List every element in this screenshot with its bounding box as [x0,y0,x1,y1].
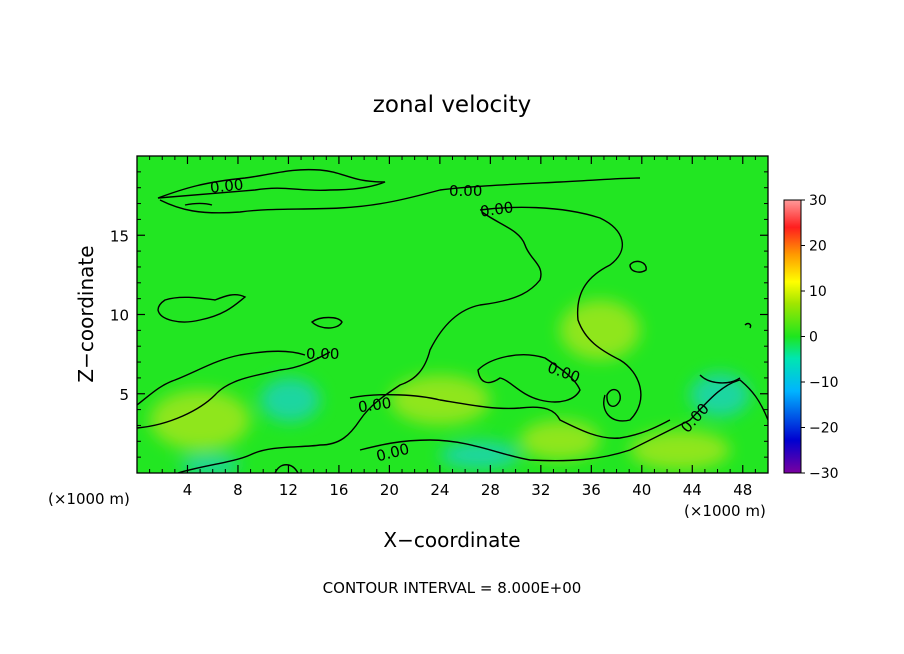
contour-label: 0.00 [306,345,339,363]
contour-line [137,351,331,429]
positive-patch [560,300,640,360]
contour-label: 0.00 [209,175,244,196]
x-tick-label: 12 [279,481,298,499]
x-tick-label: 8 [233,481,243,499]
x-tick-label: 32 [531,481,550,499]
y-axis-ticks: 5 10 15 [110,171,768,458]
colorbar-tick-label: −30 [809,466,839,482]
contour-line [184,202,213,206]
chart-title: zonal velocity [373,92,531,118]
colorbar-tick-label: 10 [809,284,827,300]
x-axis-unit-left: (×1000 m) [48,490,130,508]
colorbar-tick-label: −10 [809,375,839,391]
contour-line [310,316,343,329]
negative-patch [260,378,320,422]
contour-line [606,388,621,407]
x-axis-label: X−coordinate [383,528,520,552]
contour-line [157,293,247,323]
colorbar-tick-label: 0 [809,330,818,346]
contour-line [359,379,768,462]
contour-line [157,168,386,199]
contour-interval-note: CONTOUR INTERVAL = 8.000E+00 [323,579,582,597]
contour-line [349,393,671,439]
colorbar [783,199,802,474]
contour-lines [137,168,768,473]
contour-line [177,211,542,473]
positive-patch [150,390,250,450]
positive-patch [630,430,730,470]
x-tick-label: 4 [183,481,193,499]
heatmap-field: 0.00 0.00 0.00 0.00 0.00 0.00 0.00 0.00 [137,156,768,473]
y-tick-label: 15 [110,227,129,245]
negative-patch [440,441,520,469]
contour-label: 0.00 [479,198,515,220]
contour-line [479,206,642,422]
colorbar-tick-label: 20 [809,239,827,255]
x-tick-label: 44 [683,481,702,499]
x-axis-ticks: 4 8 12 16 20 24 28 32 36 40 44 48 [149,156,756,499]
colorbar-tick-label: 30 [809,193,827,209]
colorbar-tick-label: −20 [809,421,839,437]
y-axis-label: Z−coordinate [74,245,98,382]
x-tick-label: 40 [632,481,651,499]
x-tick-label: 28 [481,481,500,499]
negative-patch [690,373,750,417]
contour-line [699,374,741,384]
contour-line [137,350,306,406]
x-tick-label: 24 [430,481,449,499]
x-axis-unit-right: (×1000 m) [684,502,766,520]
contour-line [159,177,641,214]
y-tick-label: 10 [110,307,129,325]
positive-patch [520,420,600,460]
y-tick-label: 5 [119,386,129,404]
contour-line [477,354,581,403]
contour-line [629,260,647,273]
x-tick-label: 36 [582,481,601,499]
contour-label: 0.00 [449,182,482,200]
contour-label: 0.00 [357,394,393,416]
x-tick-label: 48 [733,481,752,499]
colorbar-ticks: 30 20 10 0 −10 −20 −30 [801,193,839,482]
x-tick-label: 20 [380,481,399,499]
x-tick-label: 16 [329,481,348,499]
contour-line [274,464,299,473]
contour-line [744,322,752,329]
